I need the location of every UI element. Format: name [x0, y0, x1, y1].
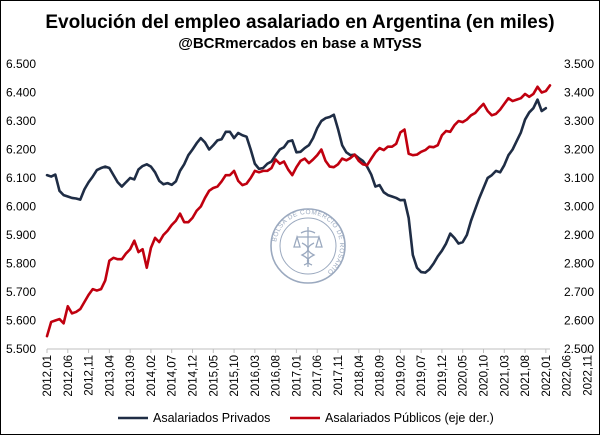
right-tick-label: 3.000 — [564, 200, 594, 214]
left-tick-label: 6.200 — [6, 143, 36, 157]
left-tick-label: 5.500 — [6, 342, 36, 356]
right-tick-label: 2.800 — [564, 257, 594, 271]
x-tick-label: 2021,08 — [520, 355, 532, 397]
x-tick-label: 2019,12 — [437, 355, 449, 397]
x-tick-label: 2018,04 — [354, 354, 366, 396]
x-tick-label: 2022,01 — [541, 355, 553, 397]
series-line-privados — [45, 98, 548, 274]
left-tick-label: 6.000 — [6, 200, 36, 214]
x-axis: 2012,01 2012,06 2012,11 2013,04 2013,09 2014,… — [42, 348, 594, 397]
series-line-publicos — [45, 84, 552, 338]
x-tick-label: 2020,10 — [478, 355, 490, 397]
x-tick-label: 2016,08 — [271, 355, 283, 397]
left-tick-label: 6.400 — [6, 86, 36, 100]
chart-subtitle: @BCRmercados en base a MTySS — [178, 35, 422, 52]
x-tick-label: 2016,03 — [250, 355, 262, 397]
left-tick-label: 6.100 — [6, 171, 36, 185]
x-tick-label: 2019,02 — [395, 355, 407, 397]
x-tick-label: 2021,03 — [499, 355, 511, 397]
x-tick-label: 2020,05 — [458, 355, 470, 397]
x-tick-label: 2014,02 — [146, 355, 158, 397]
left-tick-label: 5.700 — [6, 285, 36, 299]
legend: Asalariados Privados Asalariados Público… — [118, 411, 494, 425]
left-tick-label: 5.900 — [6, 228, 36, 242]
x-tick-label: 2013,09 — [125, 355, 137, 397]
x-tick-label: 2019,07 — [416, 355, 428, 397]
right-tick-label: 3.300 — [564, 114, 594, 128]
left-axis: 6.500 6.400 6.300 6.200 6.100 6.000 5.900 5.800… — [6, 57, 36, 356]
plot-area — [47, 64, 550, 349]
right-tick-label: 3.400 — [564, 86, 594, 100]
chart-title: Evolución del empleo asalariado en Argen… — [45, 12, 554, 33]
x-tick-label: 2017,06 — [312, 355, 324, 397]
x-tick-label: 2012,01 — [42, 355, 54, 397]
x-tick-label: 2015,05 — [208, 355, 220, 397]
x-tick-label: 2018,09 — [375, 355, 387, 397]
left-tick-label: 5.800 — [6, 257, 36, 271]
left-tick-label: 6.500 — [6, 57, 36, 71]
legend-label-privados: Asalariados Privados — [153, 411, 270, 425]
right-tick-label: 2.700 — [564, 285, 594, 299]
legend-label-publicos: Asalariados Públicos (eje der.) — [325, 411, 494, 425]
x-tick-label: 2012,06 — [63, 355, 75, 397]
left-tick-label: 6.300 — [6, 114, 36, 128]
x-tick-label: 2014,07 — [167, 355, 179, 397]
x-tick-label: 2017,01 — [291, 355, 303, 397]
x-tick-label: 2014,12 — [187, 355, 199, 397]
x-tick-label: 2013,04 — [104, 354, 116, 396]
x-tick-label: 2015,10 — [229, 355, 241, 397]
caduceus-seal-icon — [293, 227, 323, 267]
right-axis: 3.500 3.400 3.300 3.200 3.100 3.000 2.900 2.800… — [564, 57, 594, 356]
right-tick-label: 2.600 — [564, 314, 594, 328]
right-tick-label: 3.500 — [564, 57, 594, 71]
series-layer — [45, 84, 552, 338]
right-tick-label: 2.500 — [564, 342, 594, 356]
right-tick-label: 3.100 — [564, 171, 594, 185]
x-tick-label: 2017,11 — [333, 355, 345, 396]
watermark-seal: BOLSA DE COMERCIO DE ROSARIO — [270, 208, 346, 284]
x-tick-label: 2012,11 — [84, 355, 96, 396]
right-tick-label: 3.200 — [564, 143, 594, 157]
left-tick-label: 5.600 — [6, 314, 36, 328]
x-tick-label: 2022,11 — [582, 355, 594, 396]
right-tick-label: 2.900 — [564, 228, 594, 242]
x-tick-label: 2022,06 — [562, 355, 574, 397]
